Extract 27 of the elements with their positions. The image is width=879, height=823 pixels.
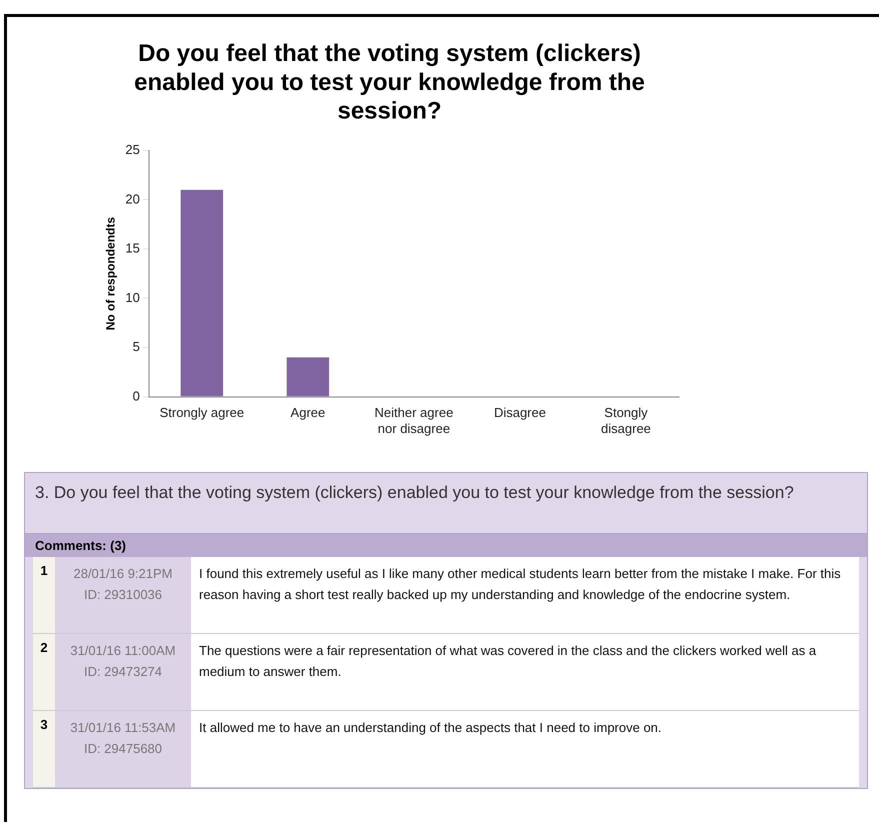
text: It allowed me to have an understanding of the aspects that I need to improve on.: [191, 711, 859, 787]
text: 2: [33, 634, 55, 710]
text: ID: 29473274: [82, 663, 164, 681]
y-tick-label: 15: [125, 240, 140, 256]
text: 31/01/16 11:00AM: [69, 642, 177, 660]
y-tick-label: 20: [125, 191, 140, 206]
text: ID: 29475680: [82, 740, 164, 758]
y-axis-title: No of respondendts: [104, 216, 118, 330]
text: Comments: (3): [25, 534, 867, 557]
text: 3: [33, 711, 55, 787]
text: The questions were a fair representation of what was covered in the class and the clickers worked well as a medium to answer them.: [191, 634, 859, 710]
x-tick-label: Strongly agree: [160, 405, 244, 420]
text: 1: [33, 557, 55, 633]
text: 28/01/16 9:21PM: [72, 565, 174, 583]
y-tick-label: 10: [125, 290, 140, 305]
text: 3. Do you feel that the voting system (clickers) enabled you to test your knowledge from the session?: [25, 473, 867, 534]
text: ID: 29310036: [82, 586, 164, 604]
x-tick-label: Stongly disagree: [601, 405, 651, 436]
text: 31/01/16 11:53AM: [69, 719, 177, 737]
y-tick-label: 0: [132, 388, 140, 404]
y-tick-label: 25: [125, 142, 140, 157]
x-tick-label: Disagree: [494, 405, 546, 420]
chart-title: Do you feel that the voting system (clickers) enabled you to test your knowledge from the session?: [134, 40, 645, 125]
y-tick-label: 5: [132, 339, 140, 354]
x-tick-label: Agree: [290, 405, 326, 420]
text: I found this extremely useful as I like many other medical students learn better from the mistake I make. For this reason having a short test really backed up my understanding and knowledge of the endocrine system.: [191, 557, 859, 633]
x-tick-label: Neither agree nor disagree: [374, 405, 454, 436]
